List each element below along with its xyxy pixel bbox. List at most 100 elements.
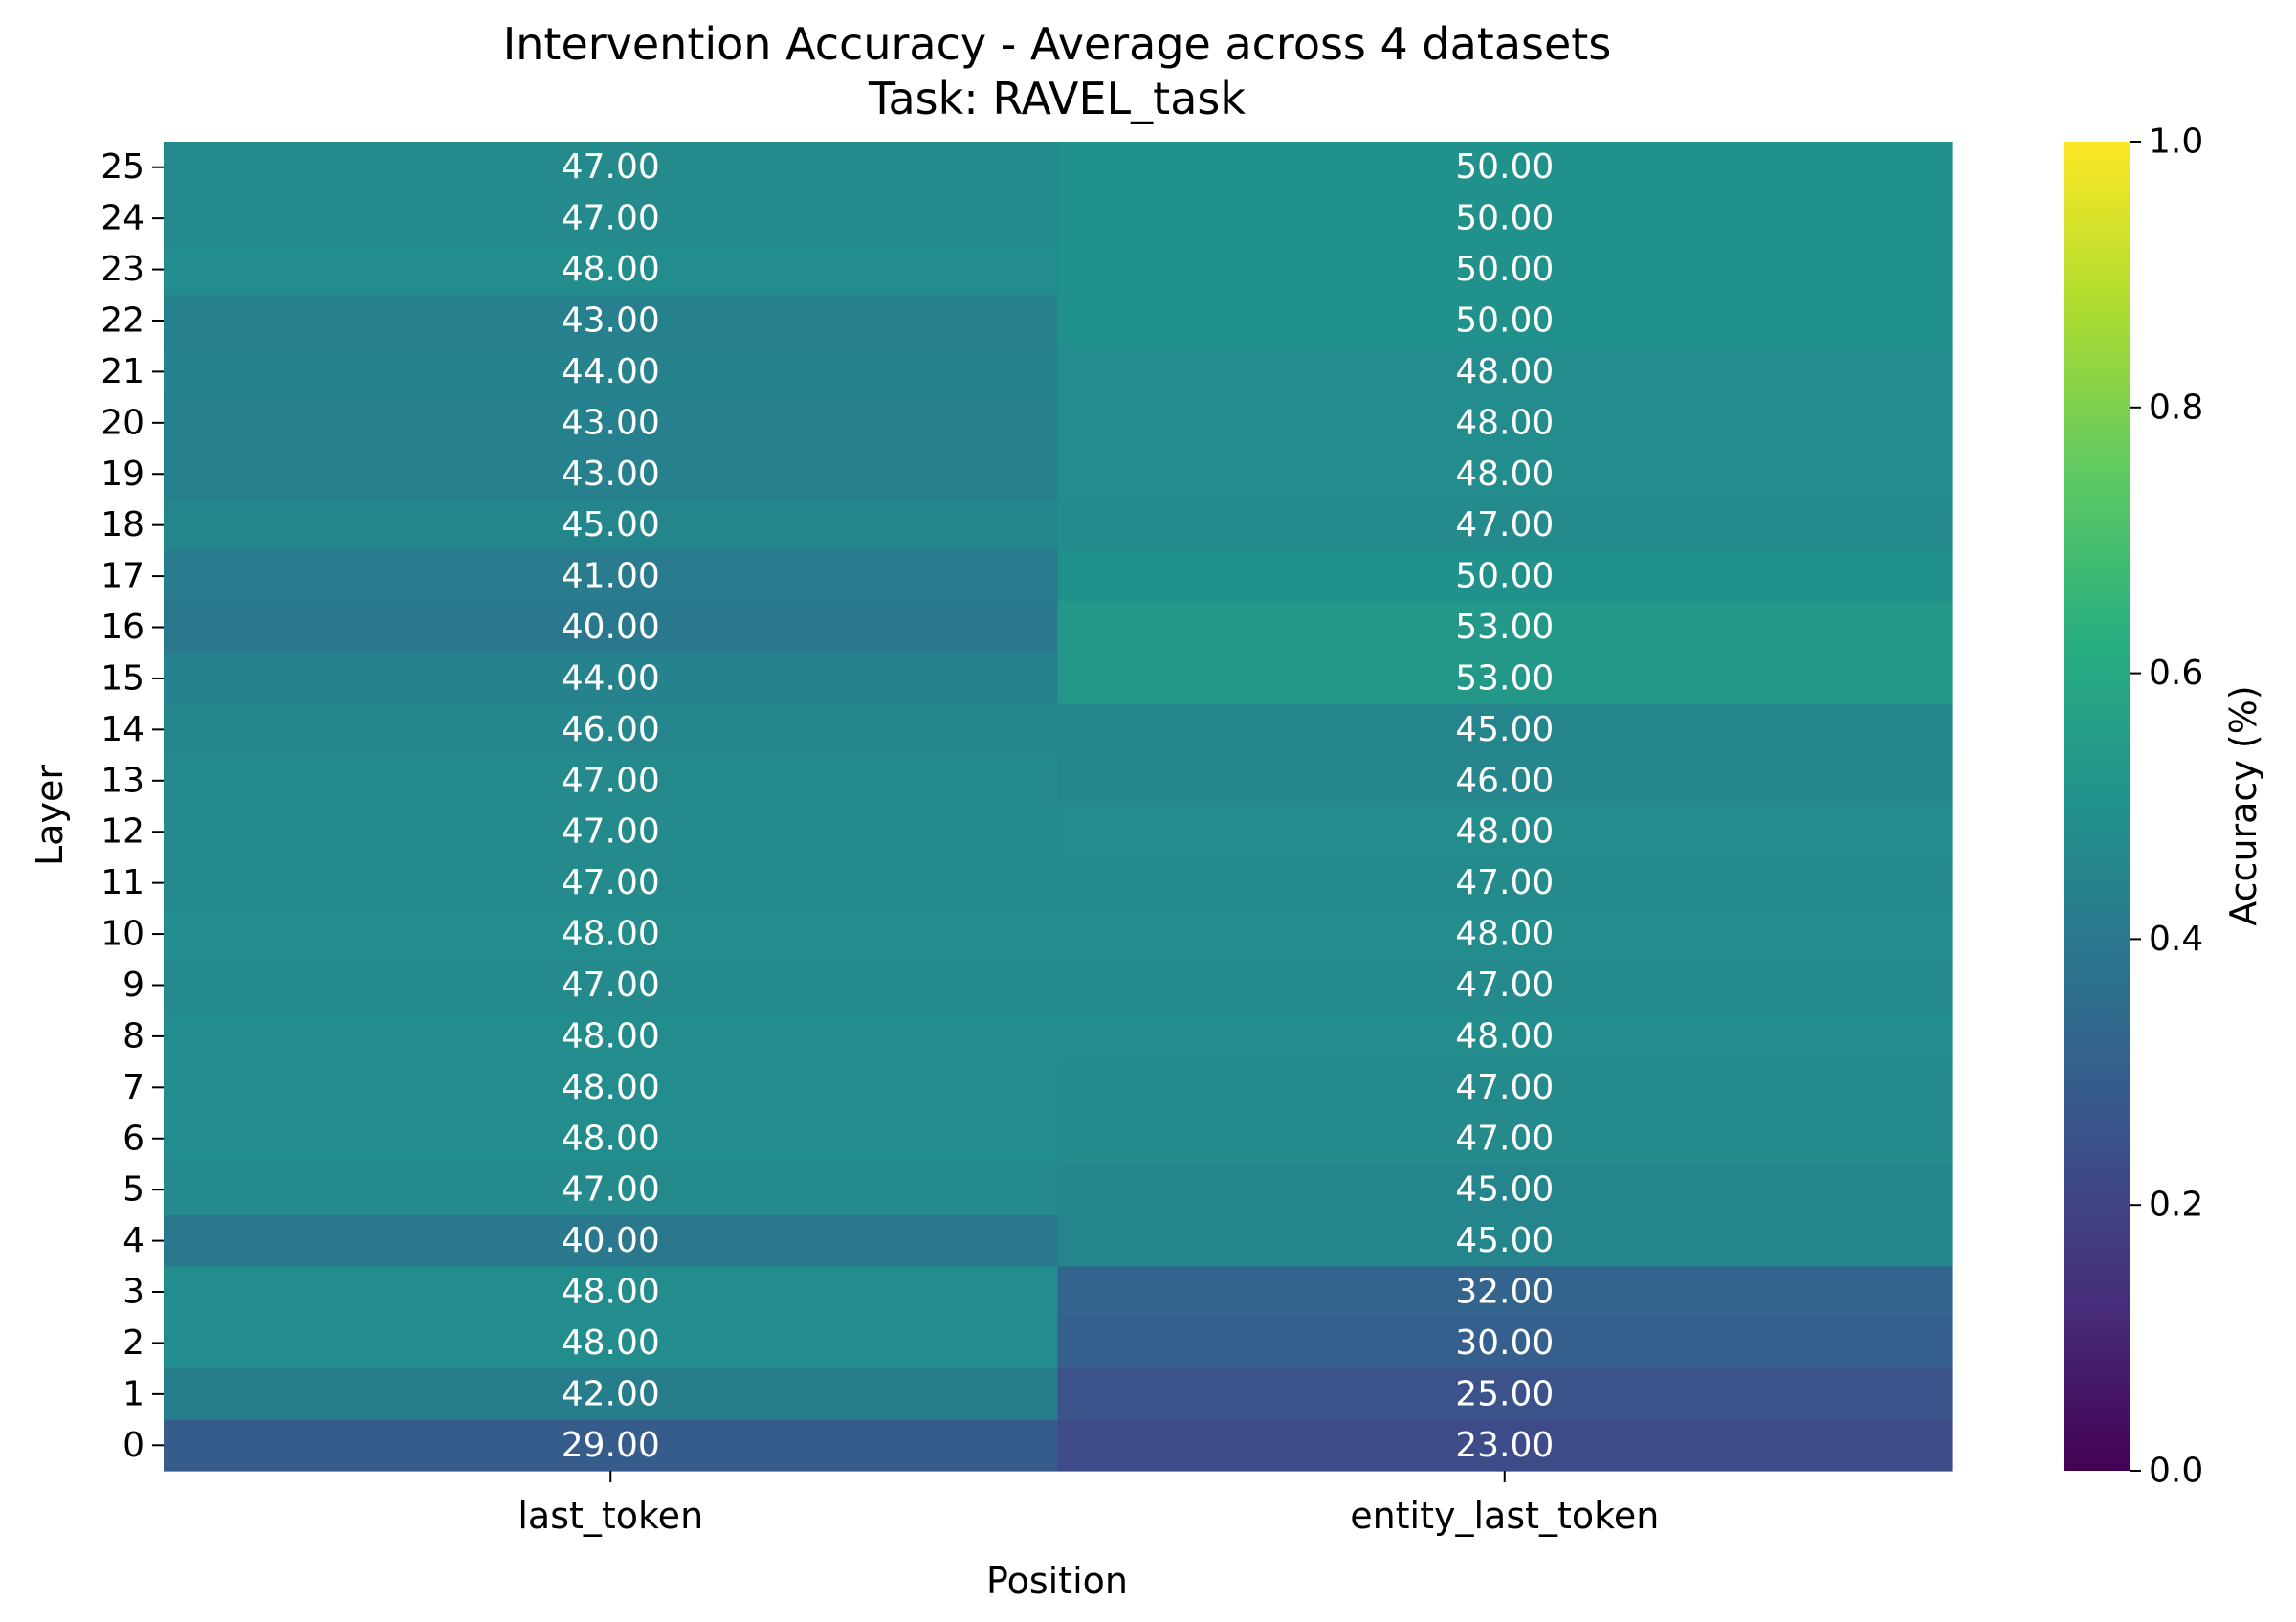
heatmap-cell <box>1057 1419 1953 1472</box>
y-tick-label: 4 <box>122 1221 144 1260</box>
cell-value-label: 45.00 <box>1455 1170 1554 1210</box>
heatmap-cell <box>1057 1011 1953 1063</box>
y-tick-label: 25 <box>100 147 144 187</box>
y-tick-label: 1 <box>122 1374 144 1413</box>
heatmap-cell-labels: 47.00 50.00 47.00 50.00 48.00 50.00 43.00 50.00… <box>562 147 1555 1465</box>
heatmap-cell <box>164 345 1059 398</box>
x-tick-label: last_token <box>518 1495 703 1537</box>
y-tick-label: 24 <box>100 199 144 238</box>
cell-value-label: 50.00 <box>1455 250 1554 289</box>
colorbar-tick-label: 0.6 <box>2149 654 2203 693</box>
cell-value-label: 43.00 <box>562 403 660 442</box>
cell-value-label: 47.00 <box>562 812 660 852</box>
heatmap-cell <box>1057 959 1953 1011</box>
y-tick-label: 15 <box>100 658 144 698</box>
cell-value-label: 50.00 <box>1455 199 1554 238</box>
heatmap-cell <box>1057 550 1953 603</box>
cell-value-label: 50.00 <box>1455 557 1554 596</box>
cell-value-label: 48.00 <box>562 1016 660 1055</box>
heatmap-cell <box>1057 142 1953 194</box>
heatmap-cell <box>164 806 1059 858</box>
y-tick-label: 23 <box>100 250 144 289</box>
y-axis: 2524232221201918171615141312111098765432… <box>100 147 164 1465</box>
colorbar-axis: 0.0 0.2 0.4 0.6 0.8 1.0 <box>2130 122 2203 1491</box>
y-tick-label: 3 <box>122 1273 144 1312</box>
cell-value-label: 47.00 <box>562 199 660 238</box>
cell-value-label: 47.00 <box>562 147 660 187</box>
colorbar-tick-label: 1.0 <box>2149 122 2203 162</box>
y-tick-label: 5 <box>122 1170 144 1210</box>
heatmap-cell <box>164 397 1059 450</box>
heatmap-cell <box>164 1214 1059 1267</box>
colorbar-tick-label: 0.2 <box>2149 1186 2203 1225</box>
heatmap-cell <box>164 653 1059 705</box>
y-tick-label: 18 <box>100 505 144 544</box>
y-tick-label: 13 <box>100 761 144 800</box>
cell-value-label: 50.00 <box>1455 147 1554 187</box>
heatmap-cell <box>164 1113 1059 1166</box>
y-tick-label: 14 <box>100 710 144 749</box>
heatmap-cell <box>164 499 1059 551</box>
cell-value-label: 53.00 <box>1455 658 1554 698</box>
heatmap-cell <box>1057 755 1953 808</box>
cell-value-label: 48.00 <box>1455 915 1554 954</box>
cell-value-label: 48.00 <box>562 1119 660 1158</box>
cell-value-label: 48.00 <box>562 250 660 289</box>
cell-value-label: 45.00 <box>562 505 660 544</box>
heatmap-cell <box>164 1011 1059 1063</box>
heatmap-cell <box>1057 397 1953 450</box>
y-tick-label: 0 <box>122 1426 144 1465</box>
x-tick-label: entity_last_token <box>1350 1495 1659 1537</box>
heatmap-cell <box>1057 295 1953 347</box>
heatmap-cell <box>1057 1164 1953 1216</box>
cell-value-label: 44.00 <box>562 658 660 698</box>
chart-subtitle: Task: RAVEL_task <box>868 73 1246 124</box>
y-tick-label: 11 <box>100 863 144 902</box>
heatmap-cell <box>164 755 1059 808</box>
cell-value-label: 46.00 <box>1455 761 1554 800</box>
heatmap-cell <box>1057 1113 1953 1166</box>
cell-value-label: 47.00 <box>562 1170 660 1210</box>
cell-value-label: 48.00 <box>562 1323 660 1363</box>
cell-value-label: 53.00 <box>1455 608 1554 647</box>
y-tick-label: 20 <box>100 403 144 442</box>
heatmap-cell <box>1057 806 1953 858</box>
cell-value-label: 47.00 <box>1455 966 1554 1005</box>
heatmap-cell <box>164 703 1059 756</box>
heatmap-cell <box>1057 345 1953 398</box>
cell-value-label: 48.00 <box>1455 455 1554 494</box>
heatmap-cell <box>1057 1061 1953 1114</box>
y-tick-label: 10 <box>100 915 144 954</box>
heatmap-cell <box>164 1368 1059 1421</box>
heatmap-cell <box>1057 703 1953 756</box>
heatmap-cell <box>164 142 1059 194</box>
cell-value-label: 48.00 <box>562 915 660 954</box>
heatmap-cells <box>164 142 1953 1472</box>
y-tick-label: 19 <box>100 455 144 494</box>
heatmap-cell <box>164 550 1059 603</box>
cell-value-label: 47.00 <box>562 863 660 902</box>
cell-value-label: 48.00 <box>1455 403 1554 442</box>
cell-value-label: 40.00 <box>562 608 660 647</box>
colorbar-tick-label: 0.0 <box>2149 1452 2203 1491</box>
cell-value-label: 47.00 <box>1455 505 1554 544</box>
heatmap-cell <box>1057 1368 1953 1421</box>
y-tick-label: 17 <box>100 557 144 596</box>
heatmap-cell <box>164 1419 1059 1472</box>
cell-value-label: 44.00 <box>562 352 660 391</box>
cell-value-label: 47.00 <box>1455 863 1554 902</box>
heatmap-cell <box>164 192 1059 245</box>
colorbar-label: Accuracy (%) <box>2222 685 2264 925</box>
cell-value-label: 47.00 <box>1455 1068 1554 1107</box>
cell-value-label: 50.00 <box>1455 300 1554 340</box>
cell-value-label: 29.00 <box>562 1426 660 1465</box>
colorbar-tick-label: 0.8 <box>2149 388 2203 427</box>
colorbar <box>2064 142 2130 1471</box>
cell-value-label: 42.00 <box>562 1374 660 1413</box>
cell-value-label: 45.00 <box>1455 710 1554 749</box>
y-tick-label: 12 <box>100 812 144 852</box>
cell-value-label: 46.00 <box>562 710 660 749</box>
heatmap-cell <box>1057 908 1953 961</box>
heatmap-cell <box>1057 243 1953 296</box>
